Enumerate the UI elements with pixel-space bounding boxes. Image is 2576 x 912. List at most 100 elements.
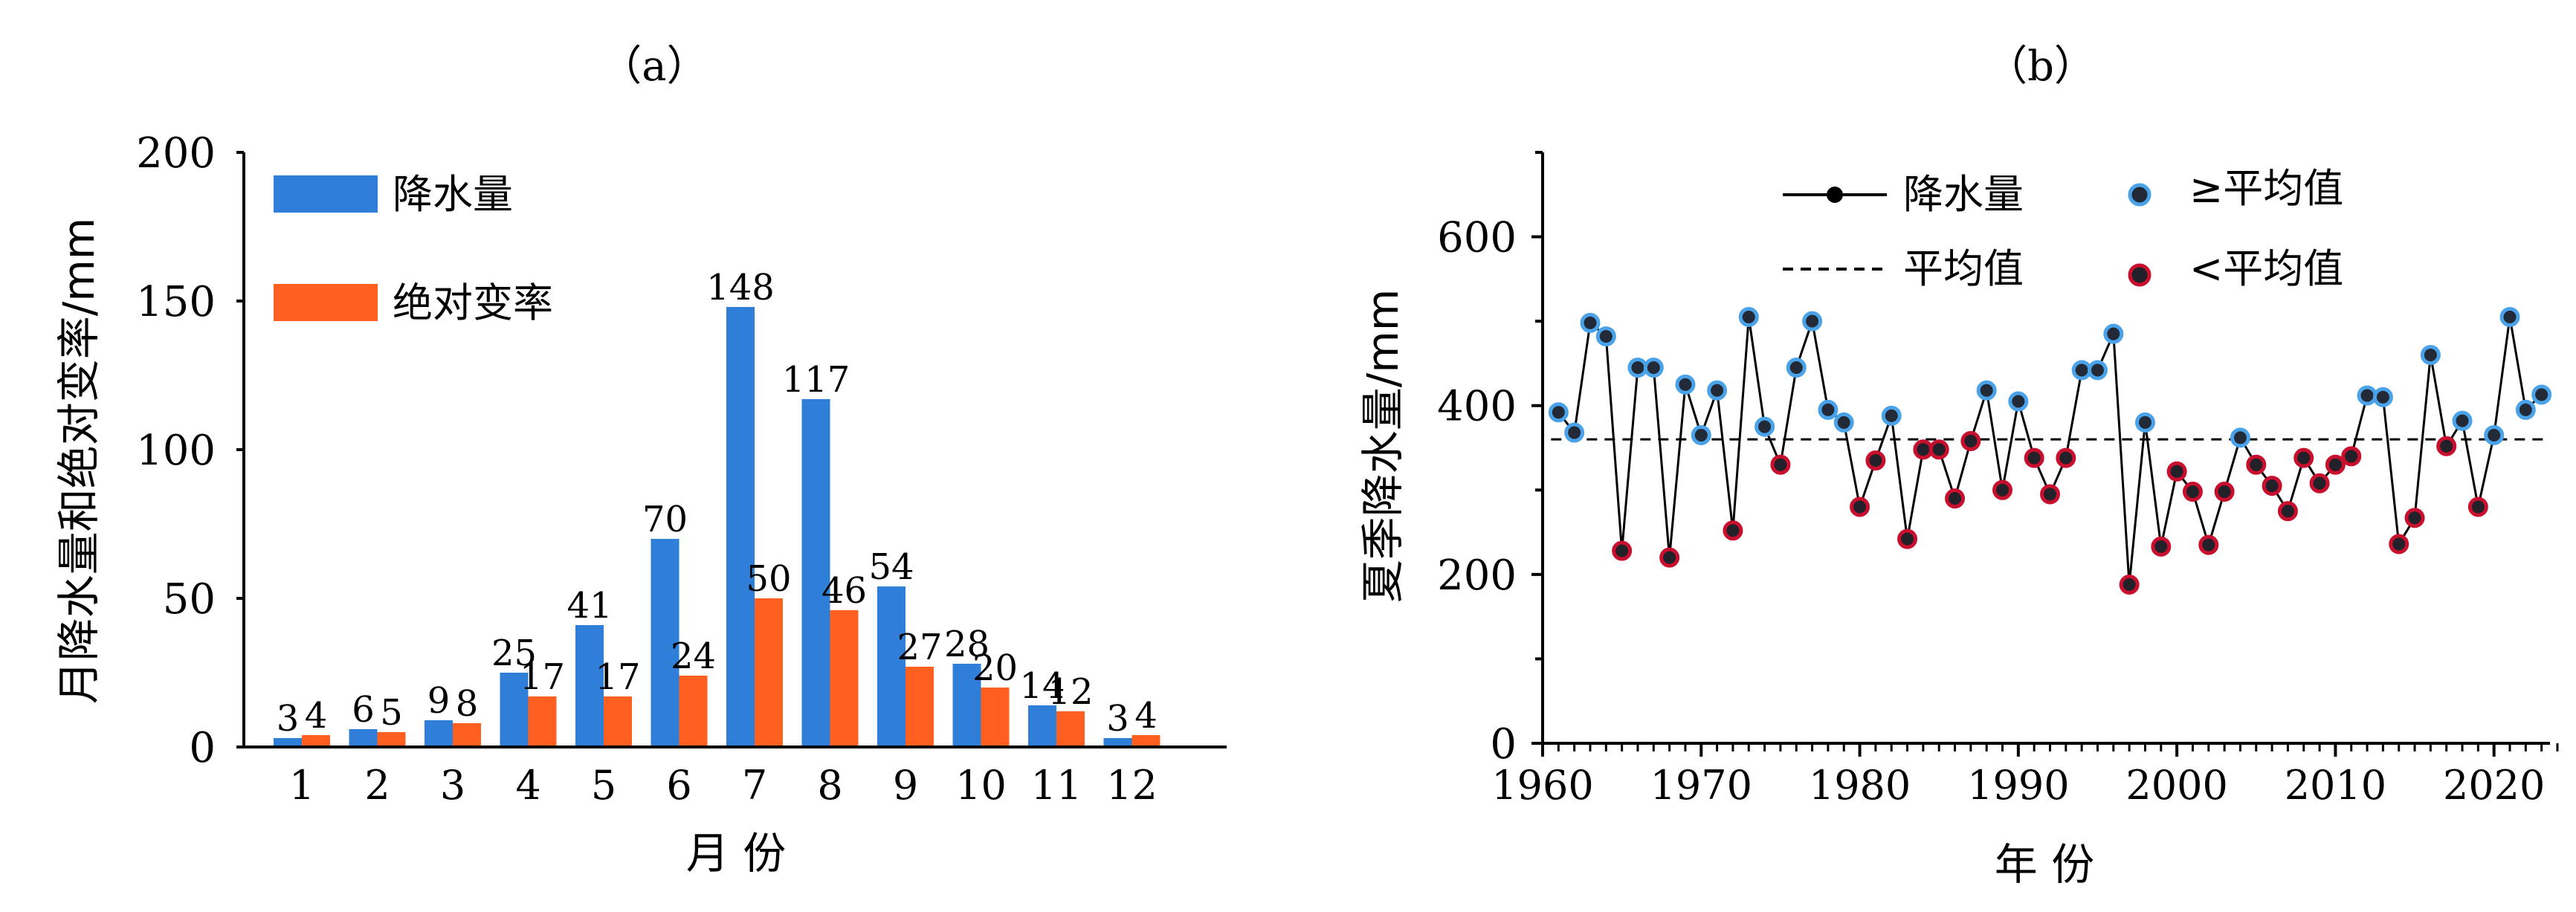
- bar-value-label: 3: [277, 698, 300, 740]
- y-tick-label: 0: [1490, 720, 1517, 769]
- bar-value-label: 4: [305, 695, 328, 737]
- bar-value-label: 54: [868, 546, 914, 588]
- data-point-1988: [1976, 380, 1997, 401]
- legend-marker-below-mean: [2128, 263, 2151, 287]
- data-point-2018: [2452, 410, 2473, 431]
- data-point-2023: [2531, 384, 2552, 405]
- rainfall-points: [1548, 306, 2552, 595]
- x-tick-label: 1990: [1967, 762, 2069, 809]
- bar-rainfall-7: [726, 307, 755, 747]
- bar-value-label: 20: [972, 647, 1018, 689]
- x-tick-label: 1960: [1491, 762, 1593, 809]
- data-point-2000: [2166, 461, 2187, 482]
- bar-variability-8: [830, 610, 859, 747]
- bar-value-label: 17: [520, 656, 565, 698]
- bar-rainfall-2: [349, 729, 378, 747]
- x-tick-label: 2: [364, 762, 390, 809]
- data-point-1973: [1738, 306, 1759, 327]
- bar-value-label: 41: [566, 585, 612, 627]
- bar-value-label: 6: [352, 689, 375, 731]
- bar-variability-4: [528, 696, 557, 747]
- data-point-1982: [1881, 405, 1902, 426]
- data-point-1985: [1928, 439, 1949, 460]
- legend-label-mean: 平均值: [1903, 245, 2024, 292]
- bar-value-label: 46: [821, 570, 867, 612]
- legend-label-absolute-variability: 绝对变率: [393, 279, 553, 326]
- bar-rainfall-11: [1028, 705, 1056, 747]
- x-tick-label: 8: [817, 762, 842, 809]
- y-tick-label: 50: [163, 575, 216, 624]
- data-point-1976: [1786, 358, 1807, 378]
- data-point-1963: [1580, 312, 1601, 333]
- panel-b-y-ticks: 0 200 400 600: [1437, 151, 1543, 769]
- panel-a-legend: 降水量 绝对变率: [274, 171, 553, 326]
- data-point-2012: [2357, 385, 2378, 406]
- y-tick-label: 150: [136, 278, 216, 326]
- bar-variability-10: [981, 688, 1010, 747]
- data-point-1996: [2103, 323, 2124, 344]
- data-point-2004: [2230, 427, 2250, 448]
- data-point-1992: [2040, 484, 2060, 505]
- y-tick-label: 0: [189, 724, 216, 772]
- legend-marker-rainfall: [1827, 187, 1843, 203]
- panel-b-line-chart: （b） 0 200 400 600 1960 1970 1980 1990 2000 2010 2…: [1358, 42, 2559, 890]
- x-tick-label: 1970: [1650, 762, 1752, 809]
- data-point-1977: [1802, 311, 1823, 332]
- x-tick-label: 2020: [2443, 762, 2545, 809]
- bar-rainfall-1: [274, 738, 302, 747]
- bar-variability-1: [302, 735, 330, 747]
- panel-b-label: （b）: [1986, 42, 2096, 91]
- data-point-1972: [1723, 520, 1743, 541]
- data-point-1967: [1643, 358, 1664, 378]
- x-tick-label: 1: [289, 762, 314, 809]
- data-point-1974: [1755, 416, 1775, 437]
- y-tick-label: 200: [136, 129, 216, 178]
- data-point-1991: [2024, 447, 2044, 468]
- bar-value-label: 24: [671, 636, 716, 677]
- data-point-1970: [1691, 424, 1711, 445]
- data-point-1975: [1770, 454, 1791, 475]
- data-point-2020: [2484, 424, 2505, 445]
- bar-value-label: 3: [1106, 698, 1129, 740]
- x-tick-label: 6: [666, 762, 691, 809]
- bar-value-label: 14: [1019, 665, 1065, 707]
- data-point-1979: [1833, 412, 1854, 433]
- data-point-2014: [2389, 534, 2409, 554]
- panel-a-y-ticks: 0 50 100 150 200: [136, 129, 244, 772]
- data-point-1997: [2119, 574, 2140, 595]
- y-tick-label: 400: [1437, 383, 1517, 431]
- data-point-2002: [2198, 534, 2219, 555]
- panel-a-y-axis-title: 月降水量和绝对变率/mm: [54, 218, 104, 705]
- data-point-1966: [1627, 358, 1648, 378]
- panel-a-bars: [274, 307, 1161, 747]
- bar-value-label: 117: [782, 359, 850, 401]
- data-point-2007: [2277, 501, 2298, 522]
- x-tick-label: 5: [591, 762, 616, 809]
- data-point-1962: [1564, 422, 1585, 443]
- bar-rainfall-6: [651, 539, 679, 747]
- bar-variability-3: [453, 723, 481, 747]
- bar-value-label: 148: [706, 267, 775, 308]
- data-point-2015: [2404, 508, 2425, 528]
- data-point-2013: [2372, 387, 2393, 407]
- panel-a-label: （a）: [600, 42, 708, 91]
- x-tick-label: 11: [1031, 762, 1082, 809]
- bar-value-label: 28: [944, 624, 990, 665]
- x-tick-label: 7: [742, 762, 767, 809]
- data-point-1995: [2087, 360, 2108, 381]
- bar-variability-11: [1056, 711, 1085, 747]
- panel-a-x-axis-title: 月 份: [686, 828, 786, 879]
- legend-marker-above-mean: [2128, 183, 2151, 207]
- data-point-1981: [1865, 450, 1886, 471]
- x-tick-label: 2000: [2125, 762, 2227, 809]
- data-point-1961: [1548, 402, 1569, 423]
- bar-value-label: 12: [1047, 671, 1093, 713]
- data-point-1965: [1612, 540, 1633, 561]
- legend-label-above-mean: ≥平均值: [2189, 165, 2343, 212]
- bar-variability-12: [1132, 735, 1161, 747]
- y-tick-label: 200: [1437, 552, 1517, 600]
- bar-value-label: 27: [897, 627, 942, 668]
- legend-label-below-mean: <平均值: [2189, 245, 2343, 292]
